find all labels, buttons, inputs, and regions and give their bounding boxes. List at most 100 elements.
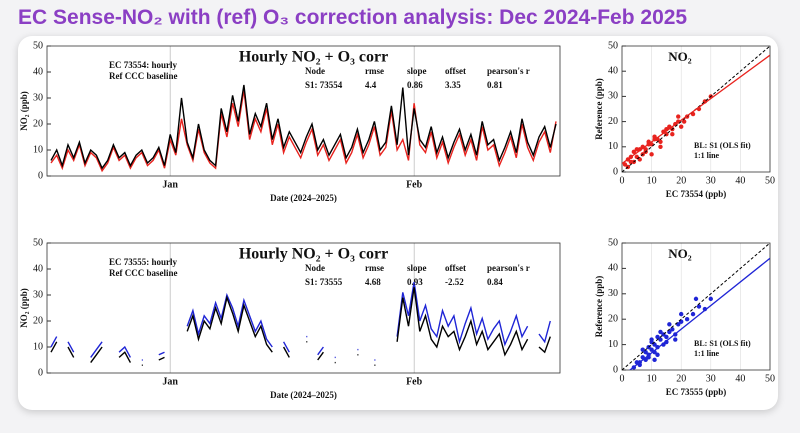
scatter-point: [658, 139, 663, 144]
x-tick-label: 30: [706, 175, 716, 186]
scatter-point: [649, 347, 654, 352]
stats-header: pearson's r: [487, 263, 530, 273]
chart-title: Hourly NO₂ + O₃ corr: [239, 49, 388, 66]
series-line: [538, 336, 551, 354]
plot-area: [622, 243, 770, 370]
series-line: [186, 292, 273, 348]
scatter-point: [640, 347, 645, 352]
stats-header: pearson's r: [487, 66, 530, 76]
stats-cell: 0.93: [407, 277, 423, 287]
scatter-point: [649, 152, 654, 157]
chart-title: NO₂: [668, 49, 692, 64]
x-axis-label: Date (2024–2025): [270, 390, 337, 400]
y-tick-label: 30: [608, 288, 618, 299]
plot-frame: [46, 242, 561, 374]
y-axis-label: Reference (ppb): [594, 78, 604, 140]
x-tick-label: 30: [706, 373, 716, 384]
y-tick-label: 10: [608, 339, 618, 350]
y-tick-label: 20: [33, 315, 43, 326]
scatter-point: [676, 114, 681, 119]
series-line: [317, 346, 324, 356]
y-axis-label: Reference (ppb): [594, 276, 604, 338]
series-line: [90, 346, 103, 364]
series-line: [317, 351, 324, 361]
y-tick-label: 50: [608, 40, 618, 51]
scatter-point: [693, 296, 699, 302]
x-tick-label: Feb: [406, 179, 423, 190]
scatter-point: [652, 357, 657, 363]
y-axis-label: NO₂ (ppb): [19, 91, 29, 130]
scatter-point: [634, 147, 639, 152]
series-line: [67, 341, 75, 353]
scatter-point: [631, 149, 637, 155]
x-axis-label: EC 73555 (ppb): [666, 387, 727, 397]
series-line: [282, 341, 290, 353]
stats-cell: 0.84: [487, 277, 503, 287]
x-tick-label: 50: [765, 373, 775, 384]
y-tick-label: 0: [38, 367, 43, 378]
y-tick-label: 50: [608, 237, 618, 248]
scatter-point: [664, 334, 669, 340]
scatter-point: [708, 296, 713, 302]
x-tick-label: 10: [647, 175, 657, 186]
y-tick-label: 10: [608, 141, 618, 152]
y-tick-label: 40: [33, 263, 43, 274]
x-tick-label: 20: [676, 175, 686, 186]
scatter-point: [658, 329, 663, 335]
y-tick-label: 40: [608, 263, 618, 274]
plot-frame: [621, 45, 771, 173]
series-line: [118, 345, 132, 358]
x-tick-label: 50: [765, 175, 775, 186]
x-tick-label: 0: [620, 175, 625, 186]
stats-header: offset: [445, 66, 466, 76]
x-tick-label: 20: [676, 373, 686, 384]
stats-header: rmse: [365, 66, 384, 76]
legend-label: EC 73554: hourly: [109, 60, 178, 70]
series-line: [67, 346, 75, 358]
series-line: [50, 336, 58, 348]
x-axis-label: EC 73554 (ppb): [666, 189, 727, 199]
stats-cell: 0.86: [407, 80, 423, 90]
stats-header: Node: [305, 263, 325, 273]
legend-label: BL: S1 (OLS fit): [694, 141, 751, 150]
plot-frame: [621, 242, 771, 371]
stats-cell: S1: 73555: [305, 277, 343, 287]
x-tick-label: Jan: [162, 179, 178, 190]
page-title: EC Sense-NO₂ with (ref) O₃ correction an…: [18, 6, 688, 29]
series-line: [158, 356, 165, 361]
legend-label: Ref CCC baseline: [109, 71, 178, 81]
stats-header: slope: [407, 66, 427, 76]
legend-label: 1:1 line: [694, 349, 720, 358]
y-tick-label: 50: [33, 237, 43, 248]
plot-frame: [46, 45, 561, 177]
chart-title: Hourly NO₂ + O₃ corr: [239, 246, 388, 263]
scatter-point: [679, 124, 684, 129]
x-tick-label: 40: [735, 373, 745, 384]
scatter-point: [622, 162, 628, 167]
scatter-point: [664, 339, 669, 345]
legend-label: 1:1 line: [694, 151, 720, 160]
chart-title: NO₂: [668, 246, 692, 261]
y-tick-label: 40: [33, 66, 43, 77]
series-line: [396, 287, 529, 357]
y-tick-label: 20: [608, 116, 618, 127]
series-line: [538, 320, 551, 344]
scatter-point: [655, 352, 660, 357]
scatter-point: [690, 311, 696, 317]
y-tick-label: 10: [33, 341, 43, 352]
stats-cell: 4.68: [365, 277, 381, 287]
scatter-point: [670, 132, 675, 137]
series-line: [282, 346, 290, 358]
series-line: [50, 90, 557, 173]
y-tick-label: 30: [33, 92, 43, 103]
scatter-point: [643, 350, 648, 355]
y-tick-label: 20: [33, 118, 43, 129]
stats-header: rmse: [365, 263, 384, 273]
scatter-point: [649, 337, 654, 342]
series-line: [158, 351, 165, 356]
scatter-point: [681, 119, 687, 124]
legend-label: EC 73555: hourly: [109, 257, 178, 267]
x-tick-label: 10: [647, 373, 657, 384]
